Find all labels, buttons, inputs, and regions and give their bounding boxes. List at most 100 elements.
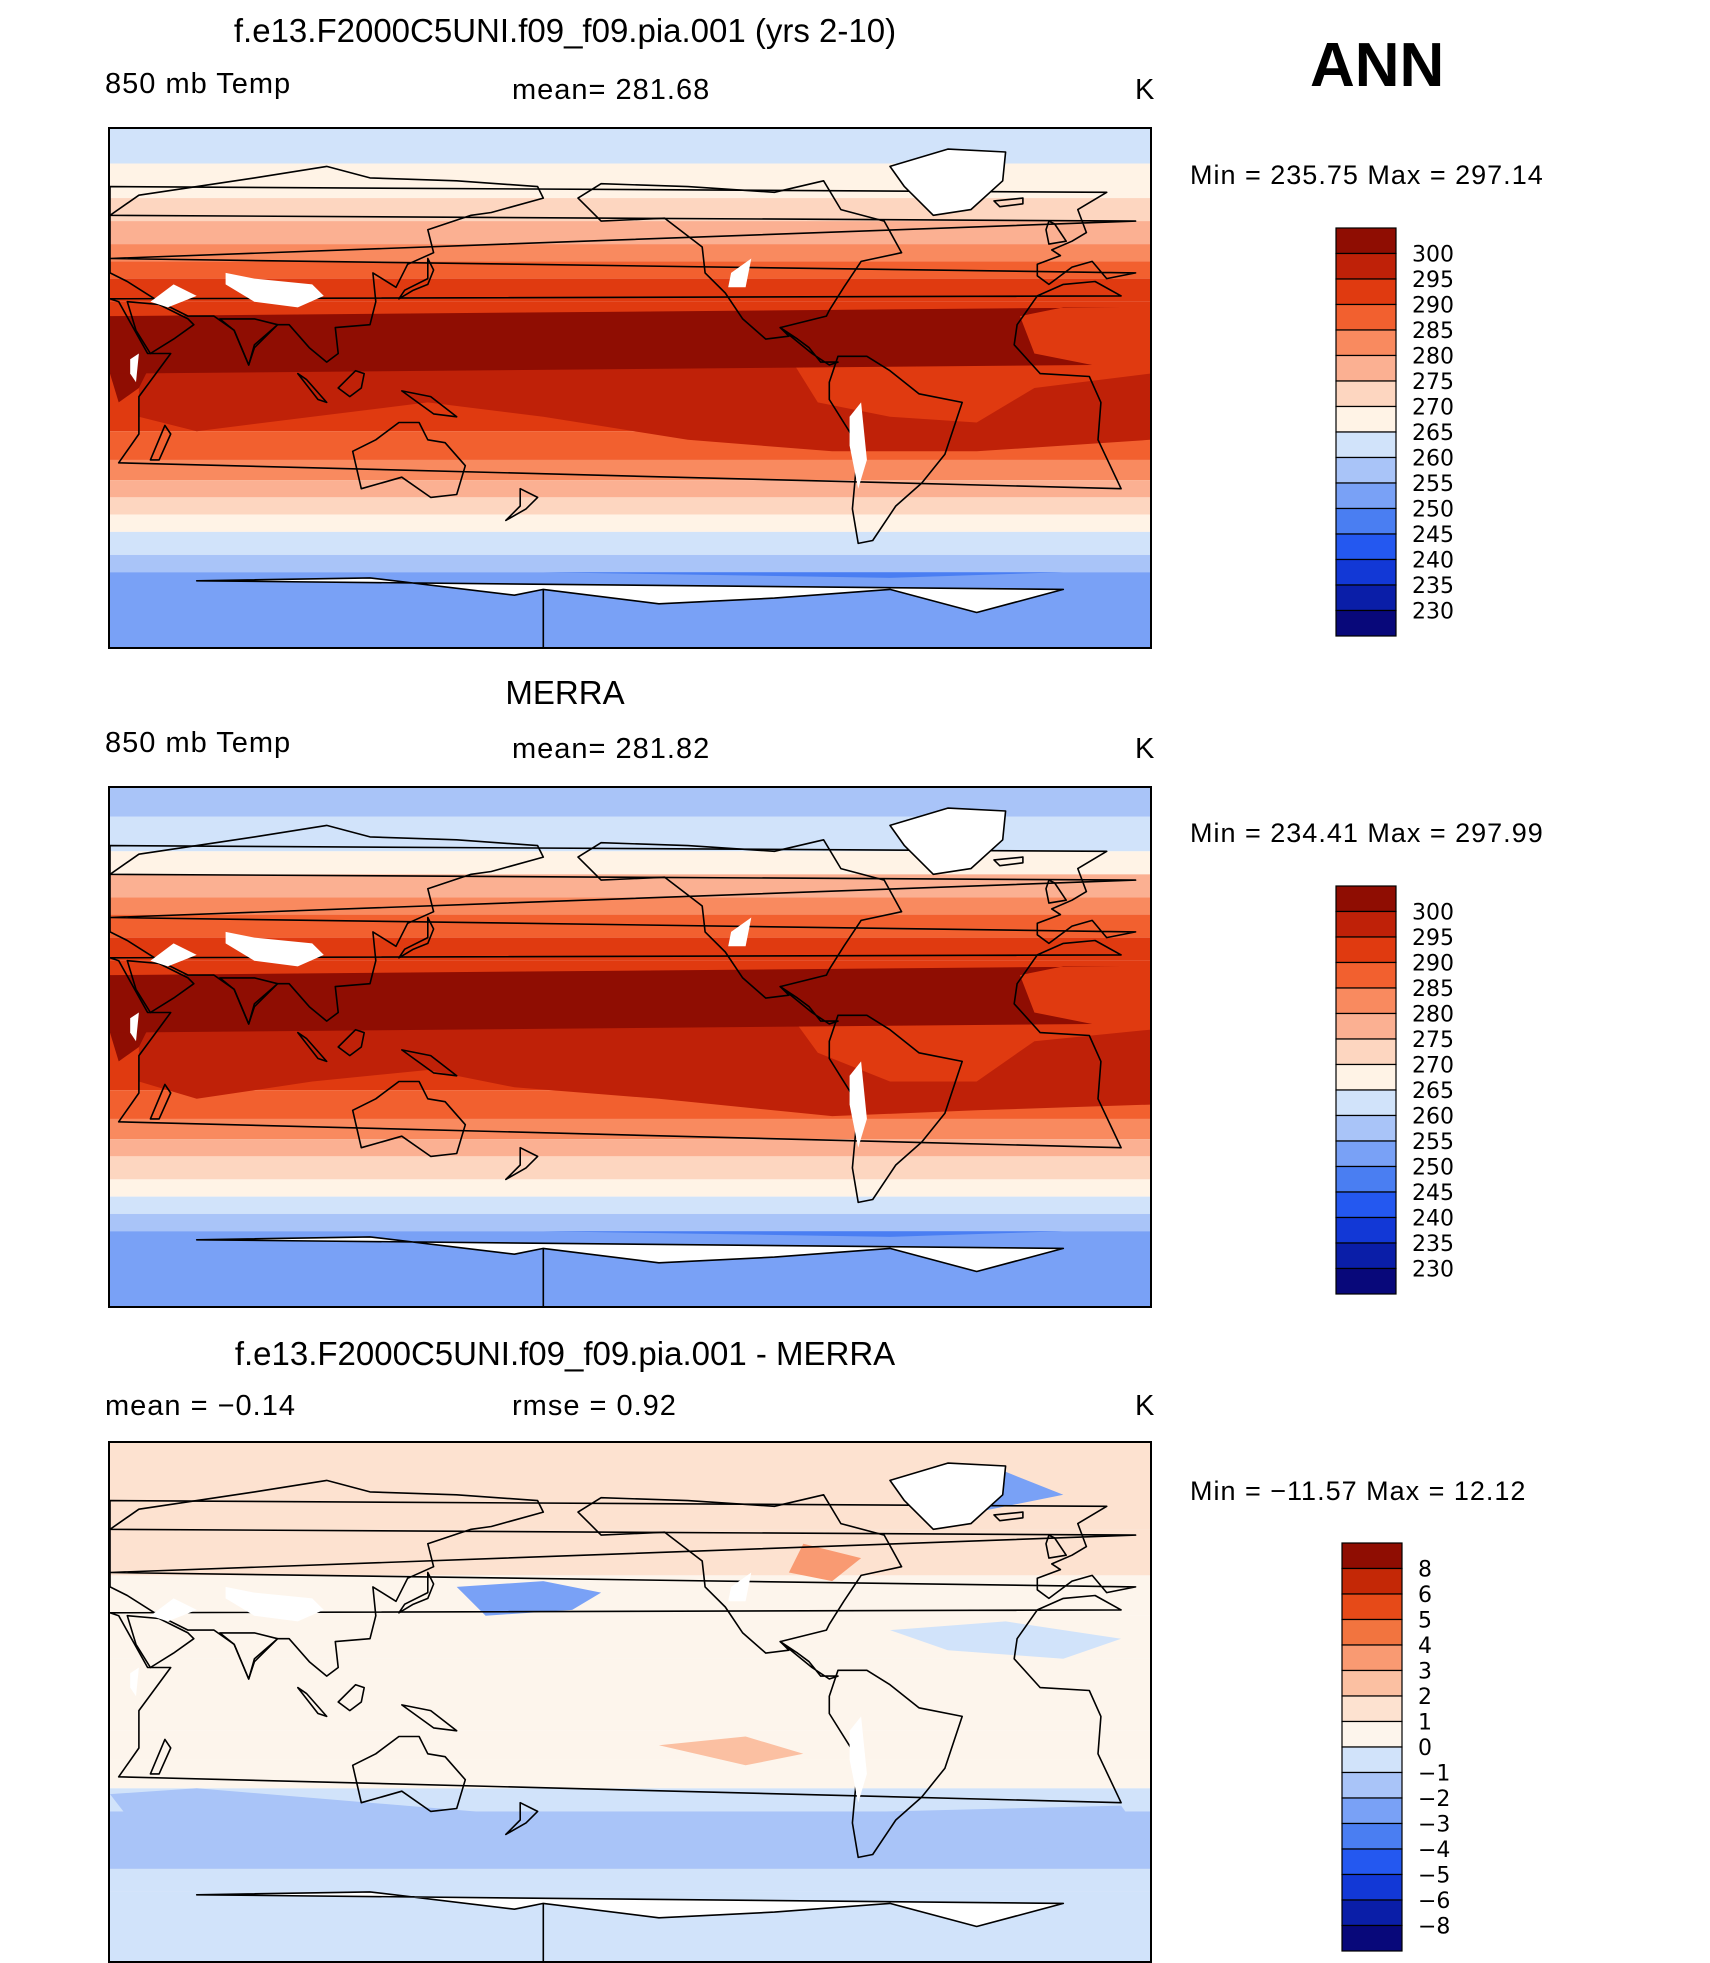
coastline-greenland <box>889 807 1007 876</box>
zonal-field-band <box>110 572 1150 647</box>
zonal-field-band <box>110 497 1150 515</box>
coastline-n_america <box>577 179 903 340</box>
zonal-field-band <box>110 1139 1150 1157</box>
difference-anomaly-region <box>890 1621 1122 1659</box>
panel1-colorbar-svg: 3002952902852802752702652602552502452402… <box>1335 227 1454 637</box>
terrain-mask <box>130 1012 139 1042</box>
colorbar-tick-label: 300 <box>1412 243 1454 268</box>
panel2-mean-label: mean= 281.82 <box>512 733 711 765</box>
panel3-colorbar: 8 6 5 4 3 2 1 0 −1 −2 −3 −4 −5 −6 −8 <box>1341 1542 1502 1958</box>
colorbar-tick-label: 300 <box>1412 901 1454 926</box>
colorbar-box <box>1341 1746 1403 1774</box>
zonal-field-band <box>110 1730 1150 1760</box>
zonal-field-band <box>110 1658 1150 1731</box>
colorbar-tick-label: 290 <box>1412 952 1454 977</box>
coastline-greenland <box>889 1462 1007 1531</box>
colorbar-tick-label: −3 <box>1418 1813 1450 1838</box>
colorbar-box <box>1341 1797 1403 1825</box>
colorbar-tick-label: −2 <box>1418 1787 1450 1812</box>
colorbar-tick-label: 6 <box>1418 1583 1432 1608</box>
coastline-india_fill <box>219 318 279 366</box>
zonal-field-band <box>110 1529 1150 1576</box>
colorbar-tick-label: 240 <box>1412 1207 1454 1232</box>
colorbar-tick-label: −4 <box>1418 1838 1450 1863</box>
coastline-australia <box>351 1080 467 1158</box>
coastline-s_america <box>828 355 964 545</box>
colorbar-tick-label: 230 <box>1412 600 1454 625</box>
colorbar-box <box>1341 1567 1403 1595</box>
colorbar-tick-label: 245 <box>1412 1181 1454 1206</box>
colorbar-box <box>1335 329 1397 357</box>
colorbar-tick-label: 255 <box>1412 1130 1454 1155</box>
colorbar-box <box>1335 1140 1397 1168</box>
coastline-newguinea <box>400 1049 458 1077</box>
colorbar-tick-label: 245 <box>1412 523 1454 548</box>
terrain-mask <box>849 1716 867 1803</box>
coastline-iceland <box>993 856 1024 867</box>
coastline-arabia <box>126 1614 195 1669</box>
coastline-arabia <box>126 959 195 1014</box>
colorbar-box <box>1335 584 1397 612</box>
terrain-mask <box>728 1572 752 1602</box>
colorbar-box <box>1335 1089 1397 1117</box>
colorbar-tick-label: 255 <box>1412 472 1454 497</box>
colorbar-box <box>1335 1165 1397 1193</box>
coastline-greenland <box>889 148 1007 217</box>
panel1-min-max: Min = 235.75 Max = 297.14 <box>1190 160 1544 190</box>
coastline-madagascar <box>149 1083 172 1120</box>
colorbar-box <box>1335 961 1397 989</box>
colorbar-tick-label: 8 <box>1418 1558 1432 1583</box>
zonal-field-band <box>110 851 1150 875</box>
colorbar-box <box>1335 354 1397 382</box>
colorbar-tick-label: −5 <box>1418 1864 1450 1889</box>
colorbar-tick-label: −6 <box>1418 1889 1450 1914</box>
zonal-field-band <box>110 1231 1150 1306</box>
colorbar-box <box>1341 1924 1403 1952</box>
colorbar-box <box>1335 936 1397 964</box>
colorbar-tick-label: 295 <box>1412 268 1454 293</box>
panel1-mean-label: mean= 281.68 <box>512 74 711 106</box>
colorbar-tick-label: 4 <box>1418 1634 1432 1659</box>
colorbar-tick-label: 280 <box>1412 345 1454 370</box>
panel2-min-max: Min = 234.41 Max = 297.99 <box>1190 818 1544 848</box>
coastline-arabia <box>126 300 195 355</box>
colorbar-tick-label: 250 <box>1412 498 1454 523</box>
coastline-nz <box>504 1146 539 1181</box>
zonal-field-band <box>110 261 1150 279</box>
colorbar-box <box>1335 987 1397 1015</box>
colorbar-box <box>1341 1720 1403 1748</box>
colorbar-box <box>1335 609 1397 637</box>
colorbar-box <box>1335 303 1397 331</box>
panel3-title: f.e13.F2000C5UNI.f09_f09.pia.001 - MERRA <box>234 1335 896 1372</box>
colorbar-tick-label: 235 <box>1412 1232 1454 1257</box>
colorbar-box <box>1335 885 1397 913</box>
terrain-mask <box>728 917 752 947</box>
terrain-mask <box>130 353 139 383</box>
colorbar-tick-label: 240 <box>1412 549 1454 574</box>
difference-anomaly-region <box>110 1788 1150 1861</box>
difference-anomaly-region <box>658 1736 804 1766</box>
colorbar-tick-label: 275 <box>1412 1028 1454 1053</box>
coastline-newguinea <box>400 390 458 418</box>
colorbar-box <box>1335 278 1397 306</box>
colorbar-tick-label: 295 <box>1412 926 1454 951</box>
coastline-japan <box>398 1571 435 1614</box>
difference-anomaly-region <box>788 1543 862 1582</box>
zonal-field-band <box>110 1443 1150 1467</box>
zonal-field-band <box>110 1156 1150 1180</box>
panel2-colorbar-svg: 3002952902852802752702652602552502452402… <box>1335 885 1454 1295</box>
coastline-iceland <box>993 197 1024 208</box>
colorbar-box <box>1341 1618 1403 1646</box>
terrain-mask <box>150 1598 197 1622</box>
colorbar-box <box>1335 252 1397 280</box>
colorbar-tick-label: 3 <box>1418 1660 1432 1685</box>
colorbar-tick-label: 235 <box>1412 574 1454 599</box>
colorbar-box <box>1341 1669 1403 1697</box>
coastline-s_america <box>828 1014 964 1204</box>
coastline-australia <box>351 1735 467 1813</box>
zonal-field-band <box>110 1213 1150 1232</box>
coastline-antarctica <box>195 577 1065 647</box>
zonal-field-band <box>110 1179 1150 1197</box>
coastline-europe <box>110 1499 1137 1600</box>
zonal-field-band <box>110 459 1150 481</box>
